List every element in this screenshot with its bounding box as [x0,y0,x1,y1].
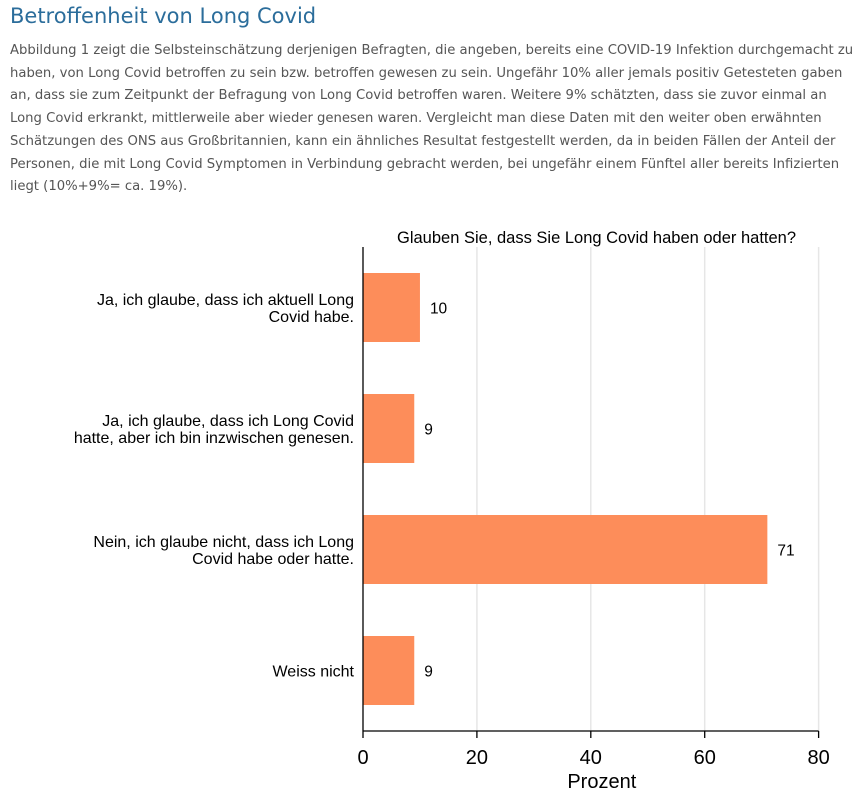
article-body-line: Personen, die mit Long Covid Symptomen i… [10,156,840,172]
chart-title: Glauben Sie, dass Sie Long Covid haben o… [397,229,796,247]
category-label: Covid habe oder hatte. [192,551,354,568]
data-label: 9 [424,664,433,681]
article-body: Abbildung 1 zeigt die Selbsteinschätzung… [10,40,855,199]
category-label: Weiss nicht [272,664,354,681]
x-tick-label: 80 [807,747,829,769]
x-tick-label: 20 [466,747,488,769]
bar [363,515,768,584]
data-label: 10 [430,301,448,318]
article-body-line: Schätzungen des ONS aus Großbritannien, … [10,133,836,149]
bar [363,273,420,342]
article-body-line: an, dass sie zum Zeitpunkt der Befragung… [10,88,827,104]
article-body-line: haben, von Long Covid betroffen zu sein … [10,65,843,81]
data-label: 71 [777,543,794,560]
category-label: Ja, ich glaube, dass ich aktuell Long [97,292,354,309]
x-tick-label: 0 [357,747,368,769]
x-axis-title: Prozent [567,771,636,793]
bar [363,636,415,705]
bar-chart: Glauben Sie, dass Sie Long Covid haben o… [0,215,858,807]
category-label: hatte, aber ich bin inzwischen genesen. [74,430,354,447]
bar [363,394,415,463]
article-body-line: liegt (10%+9%= ca. 19%). [10,179,188,195]
category-label: Ja, ich glaube, dass ich Long Covid [102,413,354,430]
article-body-line: Long Covid erkrankt, mittlerweile aber w… [10,111,822,127]
bar-chart-svg: Glauben Sie, dass Sie Long Covid haben o… [74,229,830,793]
category-label: Covid habe. [269,309,354,326]
data-label: 9 [424,422,433,439]
x-tick-label: 60 [694,747,716,769]
category-label: Nein, ich glaube nicht, dass ich Long [93,534,354,551]
article-heading: Betroffenheit von Long Covid [10,4,317,28]
article-body-line: Abbildung 1 zeigt die Selbsteinschätzung… [10,43,854,58]
x-tick-label: 40 [580,747,602,769]
